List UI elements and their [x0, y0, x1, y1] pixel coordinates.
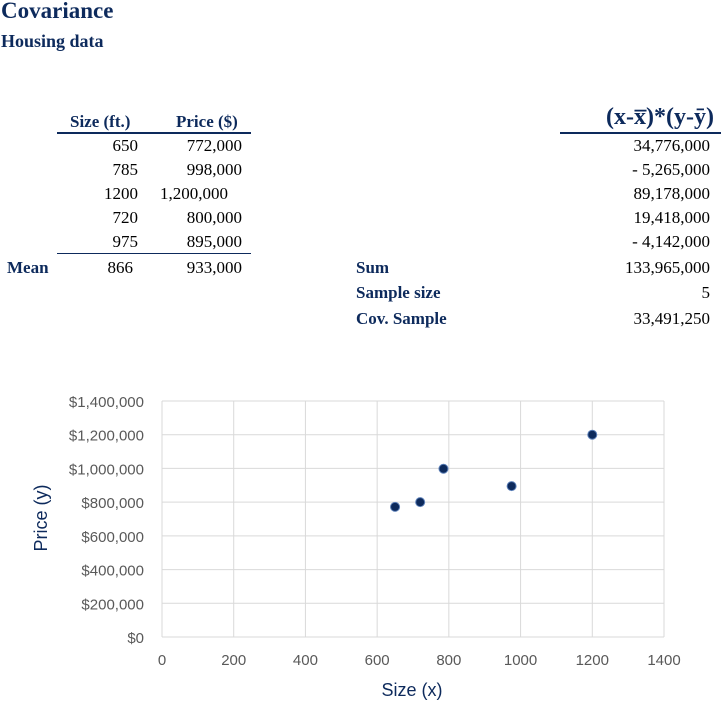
- x-tick-label: 1400: [647, 652, 680, 669]
- products-header: (x-x̅)*(y-ȳ): [606, 104, 714, 130]
- x-tick-labels: 0 200 400 600 800 1000 1200 1400: [158, 652, 681, 669]
- scatter-point: [587, 429, 598, 440]
- y-tick-label: $1,000,000: [69, 461, 144, 478]
- y-tick-label: $1,200,000: [69, 428, 144, 445]
- scatter-point: [415, 497, 426, 508]
- y-tick-label: $400,000: [81, 563, 144, 580]
- cov-sample-label: Cov. Sample: [356, 309, 447, 328]
- cell-size-3: 1200: [104, 184, 138, 203]
- sample-size-value: 5: [701, 283, 711, 302]
- cell-price-1: 772,000: [186, 136, 242, 155]
- y-tick-label: $800,000: [81, 495, 144, 512]
- products-rule: [560, 132, 721, 134]
- page-subtitle: Housing data: [1, 31, 104, 51]
- cell-size-4: 720: [112, 208, 139, 227]
- x-tick-label: 200: [221, 652, 246, 669]
- cell-price-2: 998,000: [186, 160, 242, 179]
- mean-rule: [57, 253, 251, 254]
- y-tick-label: $600,000: [81, 529, 144, 546]
- product-3: 89,178,000: [633, 184, 711, 203]
- x-tick-label: 800: [436, 652, 461, 669]
- y-tick-label: $200,000: [81, 596, 144, 613]
- page-title: Covariance: [1, 0, 114, 23]
- x-tick-label: 400: [293, 652, 318, 669]
- x-tick-label: 1200: [576, 652, 609, 669]
- mean-size: 866: [107, 258, 134, 277]
- scatter-point: [506, 481, 517, 492]
- cell-size-1: 650: [112, 136, 139, 155]
- sample-size-label: Sample size: [356, 283, 441, 302]
- col-header-price: Price ($): [176, 112, 238, 131]
- cell-size-5: 975: [112, 232, 139, 251]
- sum-value: 133,965,000: [625, 258, 710, 277]
- chart-grid: [161, 400, 665, 638]
- y-tick-labels: $0 $200,000 $400,000 $600,000 $800,000 $1,000…: [69, 394, 144, 647]
- cell-price-5: 895,000: [186, 232, 242, 251]
- scatter-chart: $0 $200,000 $400,000 $600,000 $800,000 $1,000…: [31, 394, 681, 700]
- x-tick-label: 600: [365, 652, 390, 669]
- sum-label: Sum: [356, 258, 390, 277]
- mean-price: 933,000: [186, 258, 242, 277]
- product-1: 34,776,000: [633, 136, 711, 155]
- x-tick-label: 0: [158, 652, 166, 669]
- cell-price-4: 800,000: [186, 208, 242, 227]
- header-rule: [57, 132, 251, 134]
- product-4: 19,418,000: [633, 208, 711, 227]
- scatter-point: [390, 501, 401, 512]
- x-axis-label: Size (x): [381, 680, 442, 700]
- y-tick-label: $1,400,000: [69, 394, 144, 411]
- scatter-point: [438, 463, 449, 474]
- col-header-size: Size (ft.): [70, 112, 131, 131]
- data-points: [390, 429, 598, 512]
- y-tick-label: $0: [127, 630, 144, 647]
- product-2: - 5,265,000: [632, 160, 710, 179]
- y-axis-label: Price (y): [31, 485, 51, 552]
- product-5: - 4,142,000: [632, 232, 710, 251]
- cov-sample-value: 33,491,250: [633, 309, 711, 328]
- mean-label: Mean: [7, 258, 49, 277]
- cell-size-2: 785: [112, 160, 139, 179]
- x-tick-label: 1000: [504, 652, 537, 669]
- cell-price-3: 1,200,000: [160, 184, 228, 203]
